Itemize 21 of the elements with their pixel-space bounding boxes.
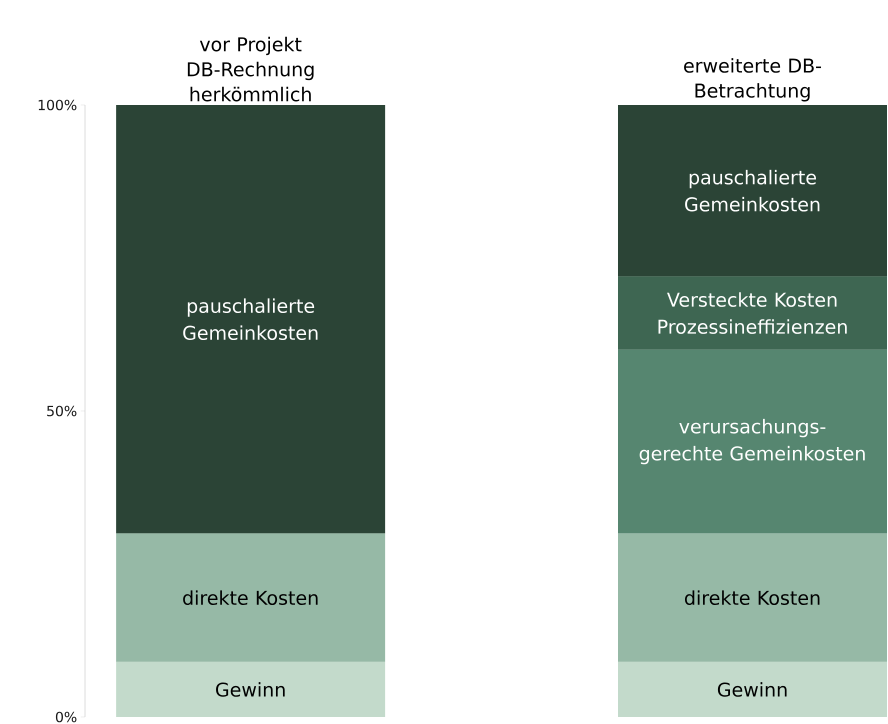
bar xyxy=(618,276,888,350)
bar xyxy=(618,533,888,662)
y-tick-label: 100% xyxy=(38,100,76,110)
series-label: Versteckte Kosten Prozessineffizienzen xyxy=(658,292,847,334)
series-label: Gewinn xyxy=(216,682,285,697)
bar xyxy=(618,350,888,534)
x-tick-label: erweiterte DB-Betrachtung xyxy=(684,58,822,102)
text: direkte Kosten xyxy=(684,590,820,606)
x-tick-label: vor Projekt DB-Rechnung herkömmlich xyxy=(188,36,314,102)
bar xyxy=(618,662,888,717)
series-label: verursachungs-gerechte Gemeinkosten xyxy=(640,418,865,464)
bar xyxy=(618,104,888,276)
y-tick-label: 0% xyxy=(56,712,76,722)
series-label: direkte Kosten xyxy=(183,590,318,606)
text: pauschalierte Gemeinkosten xyxy=(183,298,318,340)
bar xyxy=(116,104,386,534)
text: Gewinn xyxy=(718,682,787,697)
series-label: pauschalierte Gemeinkosten xyxy=(685,170,820,212)
y-tick-label: 50% xyxy=(47,406,76,416)
bar xyxy=(116,533,386,662)
bar xyxy=(116,662,386,717)
